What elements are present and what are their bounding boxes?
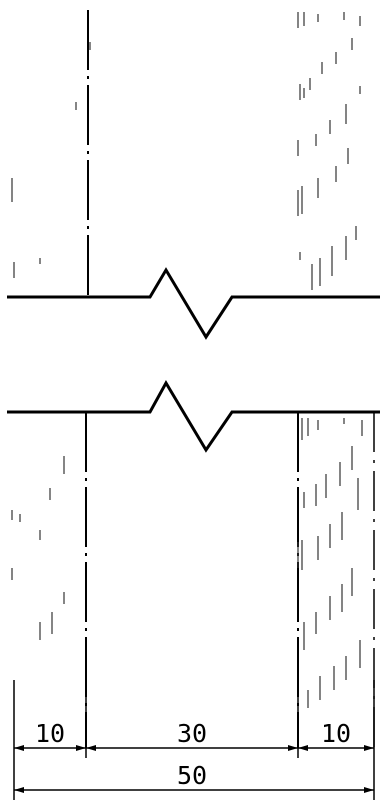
lower-break-line xyxy=(7,379,380,453)
dimension-lines xyxy=(13,680,375,800)
upper-left-hatch xyxy=(11,42,91,278)
upper-right-hatch xyxy=(297,12,361,290)
dimension-overall-label: 50 xyxy=(177,761,207,790)
upper-section xyxy=(7,10,380,340)
upper-break-line xyxy=(7,267,380,340)
dimension-middle-label: 30 xyxy=(177,719,207,748)
dimension-left-label: 10 xyxy=(35,719,65,748)
dimension-arrows xyxy=(14,745,374,793)
lower-left-hatch xyxy=(11,456,65,640)
dimension-right-label: 10 xyxy=(321,719,351,748)
lower-section xyxy=(7,379,380,748)
lower-right-hatch xyxy=(297,418,363,708)
